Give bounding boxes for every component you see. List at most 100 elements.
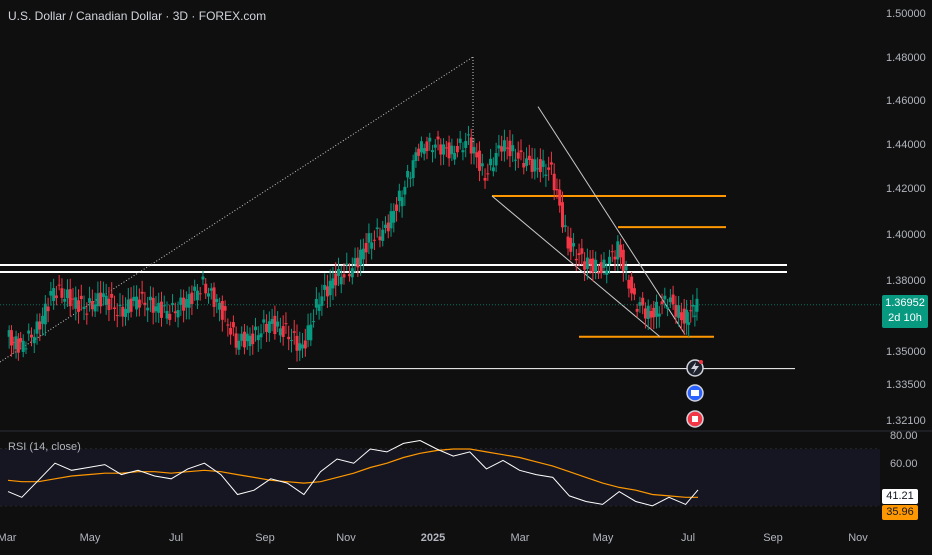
candle bbox=[356, 247, 360, 278]
candle bbox=[439, 138, 443, 166]
candle bbox=[19, 331, 23, 350]
candle-body bbox=[43, 303, 47, 325]
candle bbox=[350, 257, 354, 285]
candle-body bbox=[251, 333, 255, 345]
candle-body bbox=[198, 293, 202, 295]
candle-body bbox=[151, 297, 155, 313]
candle bbox=[63, 288, 67, 309]
candle bbox=[132, 285, 136, 307]
candle bbox=[359, 239, 363, 276]
candle bbox=[88, 286, 92, 312]
candle-body bbox=[511, 145, 515, 152]
time-tick-label: Sep bbox=[255, 532, 275, 544]
candle-body bbox=[439, 144, 443, 155]
candle-body bbox=[276, 321, 280, 327]
candle-body bbox=[541, 160, 545, 167]
candle bbox=[605, 263, 609, 284]
candle-body bbox=[494, 152, 498, 166]
candle bbox=[361, 238, 365, 271]
candle bbox=[287, 325, 291, 351]
candle-body bbox=[389, 211, 393, 229]
candle bbox=[395, 197, 399, 222]
candle bbox=[159, 291, 163, 327]
candle bbox=[364, 233, 368, 264]
time-tick-label: Mar bbox=[0, 532, 17, 544]
candle bbox=[486, 163, 490, 181]
candle bbox=[406, 164, 410, 188]
candle bbox=[284, 312, 288, 334]
candle bbox=[599, 254, 603, 279]
candle bbox=[478, 141, 482, 182]
candle-body bbox=[148, 296, 152, 301]
candle-body bbox=[173, 311, 177, 314]
candle bbox=[530, 147, 534, 179]
candle-body bbox=[195, 290, 199, 301]
candle-body bbox=[610, 251, 614, 253]
candle bbox=[9, 325, 13, 357]
candle-body bbox=[88, 298, 92, 303]
candle-body bbox=[237, 340, 241, 350]
candle-body bbox=[41, 315, 45, 324]
candle bbox=[79, 284, 83, 311]
last-price-value: 1.36952 bbox=[885, 297, 925, 309]
candle bbox=[259, 324, 263, 349]
candle bbox=[295, 324, 299, 362]
candle-body bbox=[242, 331, 246, 348]
candle bbox=[616, 235, 620, 271]
candle-body bbox=[118, 304, 122, 306]
candle bbox=[643, 302, 647, 329]
candle bbox=[212, 282, 216, 317]
candle-body bbox=[278, 328, 282, 336]
candle-body bbox=[450, 145, 454, 155]
canada-flag-leaf bbox=[692, 416, 698, 422]
rsi-ma-line bbox=[7, 448, 698, 498]
candle-body bbox=[608, 256, 612, 265]
candle-body bbox=[215, 298, 219, 303]
channel-upper-line bbox=[537, 106, 686, 335]
candle-body bbox=[93, 304, 97, 312]
candle-body bbox=[364, 242, 368, 253]
candle bbox=[121, 295, 125, 327]
candle bbox=[677, 296, 681, 327]
candle bbox=[602, 252, 606, 275]
candle bbox=[630, 271, 634, 301]
candle bbox=[317, 292, 321, 320]
candle bbox=[77, 289, 81, 324]
candle-body bbox=[273, 315, 277, 335]
candle-body bbox=[560, 202, 564, 228]
candle-body bbox=[505, 147, 509, 149]
candle bbox=[38, 313, 42, 342]
candle bbox=[182, 289, 186, 323]
candle bbox=[245, 325, 249, 350]
rsi-line bbox=[7, 439, 699, 507]
candle bbox=[397, 183, 401, 213]
candle bbox=[193, 279, 197, 301]
candle-body bbox=[478, 150, 482, 171]
candle bbox=[157, 292, 161, 323]
candle-body bbox=[666, 307, 670, 309]
candle bbox=[90, 289, 94, 317]
candle-body bbox=[563, 225, 567, 227]
candle bbox=[375, 218, 379, 238]
candle-body bbox=[395, 204, 399, 211]
candle bbox=[24, 341, 28, 354]
candle bbox=[558, 179, 562, 213]
candle-body bbox=[525, 158, 529, 166]
bar-countdown: 2d 10h bbox=[888, 312, 922, 324]
candle bbox=[464, 132, 468, 158]
candle-body bbox=[635, 308, 639, 312]
candle bbox=[491, 157, 495, 177]
candle-body bbox=[309, 324, 313, 341]
candle bbox=[525, 147, 529, 172]
candle-body bbox=[447, 142, 451, 159]
candle-body bbox=[328, 280, 332, 296]
candle-body bbox=[359, 249, 363, 266]
candle bbox=[693, 305, 697, 327]
candle-body bbox=[657, 313, 661, 317]
candle bbox=[475, 143, 479, 169]
candle bbox=[65, 279, 69, 307]
candle-body bbox=[63, 298, 67, 302]
candle bbox=[320, 284, 324, 316]
candle bbox=[306, 313, 310, 348]
